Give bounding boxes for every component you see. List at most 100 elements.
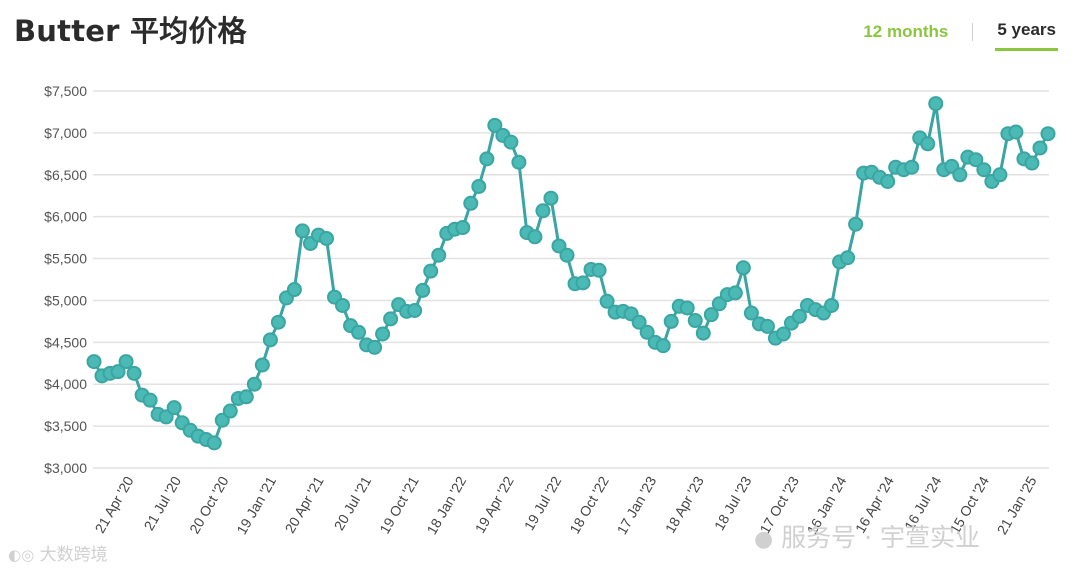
y-tick-label: $6,000: [44, 209, 87, 225]
data-point: [631, 314, 647, 330]
data-point: [166, 400, 182, 416]
y-tick-label: $5,000: [44, 292, 87, 308]
data-point: [487, 117, 503, 133]
data-point: [471, 179, 487, 195]
data-point: [840, 250, 856, 266]
data-point: [599, 293, 615, 309]
data-point: [880, 173, 896, 189]
data-point: [639, 324, 655, 340]
data-point: [238, 389, 254, 405]
data-point: [423, 263, 439, 279]
data-point: [968, 152, 984, 168]
x-tick-label: 18 Jan '22: [423, 473, 469, 537]
data-point: [118, 354, 134, 370]
data-point: [222, 403, 238, 419]
data-point: [1032, 140, 1048, 156]
data-point: [367, 339, 383, 355]
data-point: [158, 409, 174, 425]
y-tick-label: $7,500: [44, 83, 87, 99]
page-title: Butter 平均价格: [14, 14, 247, 48]
data-point: [920, 136, 936, 152]
data-point: [455, 220, 471, 236]
data-point: [142, 392, 158, 408]
data-point: [848, 216, 864, 232]
data-point: [126, 365, 142, 381]
data-point: [824, 297, 840, 313]
x-tick-label: 18 Apr '23: [662, 473, 707, 535]
data-point: [695, 325, 711, 341]
data-point: [286, 282, 302, 298]
data-point: [575, 275, 591, 291]
wechat-icon: ●: [754, 527, 774, 552]
data-point: [214, 412, 230, 428]
watermark-left: ◐◎ 大数跨境: [8, 540, 108, 565]
data-point: [407, 302, 423, 318]
data-point: [727, 285, 743, 301]
y-tick-label: $4,500: [44, 334, 87, 350]
x-tick-label: 19 Jan '21: [233, 473, 279, 537]
data-point: [294, 223, 310, 239]
data-point: [559, 247, 575, 263]
y-tick-label: $4,000: [44, 376, 87, 392]
x-tick-label: 17 Jan '23: [613, 473, 659, 537]
data-point: [743, 305, 759, 321]
data-point: [591, 262, 607, 278]
data-point: [511, 154, 527, 170]
data-point: [110, 364, 126, 380]
data-point: [503, 134, 519, 150]
data-point: [1008, 124, 1024, 140]
data-point: [206, 435, 222, 451]
y-tick-label: $6,500: [44, 167, 87, 183]
watermark-right-text: 服务号 · 宇萱实业: [781, 523, 980, 552]
wechat-logo-icon: ◐◎: [8, 546, 35, 564]
data-point: [655, 338, 671, 354]
y-tick-label: $3,500: [44, 418, 87, 434]
y-tick-label: $7,000: [44, 125, 87, 141]
data-point: [527, 229, 543, 245]
data-point: [415, 282, 431, 298]
x-tick-label: 20 Jul '21: [331, 473, 375, 533]
data-point: [254, 357, 270, 373]
data-point: [535, 203, 551, 219]
x-tick-label: 18 Oct '22: [566, 473, 612, 536]
data-point: [351, 324, 367, 340]
y-tick-label: $5,500: [44, 251, 87, 267]
data-point: [928, 96, 944, 112]
data-point: [551, 238, 567, 254]
data-point: [775, 326, 791, 342]
range-tabs: 12 months 5 years: [861, 18, 1058, 51]
data-point: [318, 230, 334, 246]
data-point: [479, 151, 495, 167]
data-point: [992, 167, 1008, 183]
data-point: [86, 354, 102, 370]
data-point: [463, 195, 479, 211]
data-point: [703, 307, 719, 323]
tab-5-years[interactable]: 5 years: [995, 18, 1058, 51]
data-point: [1040, 126, 1056, 142]
data-point: [952, 167, 968, 183]
x-tick-label: 20 Oct '20: [186, 473, 232, 536]
data-point: [335, 297, 351, 313]
data-point: [687, 313, 703, 329]
x-tick-label: 19 Oct '21: [376, 473, 422, 536]
watermark-right: ● 服务号 · 宇萱实业: [754, 518, 980, 554]
data-point: [246, 376, 262, 392]
x-tick-label: 19 Apr '22: [472, 473, 517, 535]
data-point: [976, 162, 992, 178]
tab-12-months[interactable]: 12 months: [863, 21, 949, 41]
data-point: [735, 260, 751, 276]
x-tick-label: 21 Jan '25: [994, 473, 1040, 537]
watermark-left-text: 大数跨境: [39, 545, 108, 565]
data-point: [759, 318, 775, 334]
data-point: [431, 247, 447, 263]
x-tick-label: 19 Jul '22: [521, 473, 565, 533]
data-point: [262, 332, 278, 348]
data-point: [791, 308, 807, 324]
x-tick-label: 21 Apr '20: [91, 473, 136, 535]
data-point: [1024, 155, 1040, 171]
data-point: [711, 296, 727, 312]
data-point: [904, 159, 920, 175]
data-point: [543, 190, 559, 206]
y-tick-label: $3,000: [44, 460, 87, 476]
